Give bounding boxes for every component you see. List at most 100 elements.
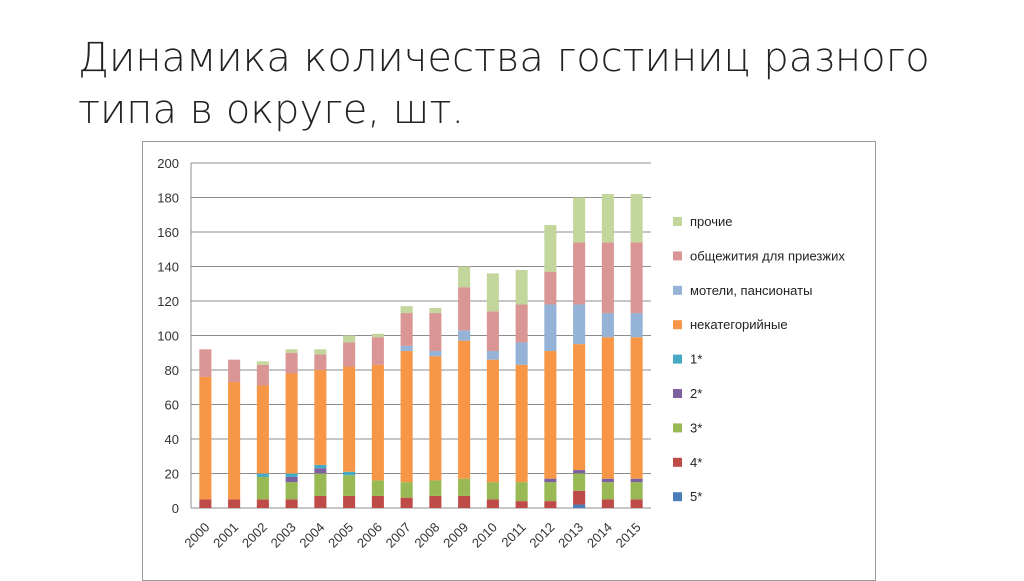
y-tick-label: 80 bbox=[165, 363, 179, 378]
bar-segment-2003 bbox=[285, 482, 298, 500]
bar-segment-2004 bbox=[314, 468, 327, 474]
bar-segment-2004 bbox=[314, 495, 327, 508]
bar-segment-2015 bbox=[630, 337, 643, 479]
legend-label: 5* bbox=[690, 489, 702, 504]
bar-segment-2005 bbox=[343, 471, 356, 476]
bar-segment-2003 bbox=[285, 499, 298, 508]
legend-swatch bbox=[673, 354, 682, 364]
bar-segment-2007 bbox=[400, 306, 413, 314]
x-tick-label: 2011 bbox=[498, 520, 528, 550]
legend-swatch bbox=[673, 492, 682, 502]
bar-segment-2002 bbox=[256, 473, 269, 477]
bar-segment-2008 bbox=[429, 307, 442, 314]
y-tick-label: 180 bbox=[157, 191, 179, 206]
y-tick-label: 0 bbox=[172, 501, 179, 516]
bar-segment-2004 bbox=[314, 473, 327, 496]
bar-segment-2012 bbox=[544, 482, 557, 502]
legend-swatch bbox=[673, 285, 682, 295]
bar-segment-2008 bbox=[429, 313, 442, 352]
bar-segment-2005 bbox=[343, 475, 356, 496]
bar-segment-2010 bbox=[486, 359, 499, 483]
bar-segment-2000 bbox=[199, 376, 212, 500]
bar-segment-2012 bbox=[544, 501, 557, 508]
bar-segment-2008 bbox=[429, 480, 442, 496]
bar-segment-2003 bbox=[285, 349, 298, 353]
bar-segment-2010 bbox=[486, 351, 499, 360]
bar-segment-2007 bbox=[400, 482, 413, 498]
bar-segment-2004 bbox=[314, 370, 327, 465]
bar-segment-2004 bbox=[314, 349, 327, 355]
bar-segment-2013 bbox=[573, 470, 586, 474]
bar-segment-2013 bbox=[573, 490, 586, 505]
legend-swatch bbox=[673, 423, 682, 433]
x-tick-label: 2000 bbox=[181, 520, 212, 551]
bar-segment-2009 bbox=[458, 287, 471, 331]
bar-segment-2013 bbox=[573, 304, 586, 345]
bar-segment-2009 bbox=[458, 266, 471, 288]
bar-segment-2011 bbox=[515, 364, 528, 483]
bar-segment-2005 bbox=[343, 342, 356, 367]
bar-segment-2013 bbox=[573, 504, 586, 508]
bar-segment-2009 bbox=[458, 330, 471, 341]
legend-label: прочие bbox=[690, 214, 732, 229]
bar-segment-2011 bbox=[515, 501, 528, 508]
x-tick-label: 2007 bbox=[383, 520, 414, 551]
legend-label: некатегорийные bbox=[690, 317, 788, 332]
legend-label: общежития для приезжих bbox=[690, 248, 845, 263]
x-tick-label: 2006 bbox=[354, 520, 385, 551]
bar-segment-2000 bbox=[199, 349, 212, 377]
slide-title-line-2: типа в округе, шт. bbox=[78, 87, 465, 133]
slide-title-line-1: Динамика количества гостиниц разного bbox=[78, 35, 930, 81]
bar-segment-2012 bbox=[544, 225, 557, 272]
bar-segment-2010 bbox=[486, 311, 499, 352]
bar-segment-2005 bbox=[343, 495, 356, 508]
bar-segment-2011 bbox=[515, 304, 528, 343]
bar-segment-2005 bbox=[343, 335, 356, 343]
bar-segment-2009 bbox=[458, 495, 471, 508]
bar-segment-2015 bbox=[630, 499, 643, 508]
x-tick-label: 2004 bbox=[296, 520, 327, 551]
bar-segment-2010 bbox=[486, 499, 499, 508]
bar-segment-2005 bbox=[343, 366, 356, 472]
bar-segment-2013 bbox=[573, 344, 586, 471]
bar-segment-2003 bbox=[285, 352, 298, 374]
bar-segment-2001 bbox=[228, 499, 241, 508]
y-tick-label: 160 bbox=[157, 225, 179, 240]
legend-label: 1* bbox=[690, 352, 702, 367]
bar-segment-2002 bbox=[256, 385, 269, 474]
legend-label: мотели, пансионаты bbox=[690, 283, 812, 298]
x-tick-label: 2003 bbox=[268, 520, 299, 551]
y-tick-label: 20 bbox=[165, 467, 179, 482]
bar-segment-2010 bbox=[486, 482, 499, 500]
bar-segment-2015 bbox=[630, 194, 643, 243]
y-tick-label: 140 bbox=[157, 260, 179, 275]
y-tick-label: 120 bbox=[157, 294, 179, 309]
x-tick-label: 2009 bbox=[440, 520, 471, 551]
bar-segment-2006 bbox=[371, 495, 384, 508]
bar-segment-2002 bbox=[256, 361, 269, 365]
legend-swatch bbox=[673, 457, 682, 467]
bar-segment-2014 bbox=[601, 194, 614, 243]
bar-segment-2010 bbox=[486, 273, 499, 312]
bar-segment-2011 bbox=[515, 342, 528, 365]
bar-segment-2006 bbox=[371, 333, 384, 338]
legend-label: 4* bbox=[690, 455, 702, 470]
bar-segment-2006 bbox=[371, 337, 384, 365]
bar-segment-2012 bbox=[544, 304, 557, 352]
bar-segment-2014 bbox=[601, 499, 614, 508]
bar-segment-2001 bbox=[228, 359, 241, 383]
bar-segment-2007 bbox=[400, 497, 413, 508]
x-tick-label: 2010 bbox=[469, 520, 500, 551]
legend-label: 2* bbox=[690, 386, 702, 401]
legend-label: 3* bbox=[690, 420, 702, 435]
bar-segment-2013 bbox=[573, 242, 586, 305]
bar-segment-2007 bbox=[400, 345, 413, 352]
y-tick-label: 200 bbox=[157, 156, 179, 171]
bar-segment-2003 bbox=[285, 473, 298, 477]
bar-segment-2002 bbox=[256, 499, 269, 508]
x-tick-label: 2013 bbox=[555, 520, 586, 551]
bar-segment-2014 bbox=[601, 337, 614, 479]
bar-segment-2012 bbox=[544, 271, 557, 305]
stacked-bar-chart: 0204060801001201401601802002000200120022… bbox=[157, 156, 845, 551]
bar-segment-2008 bbox=[429, 356, 442, 481]
